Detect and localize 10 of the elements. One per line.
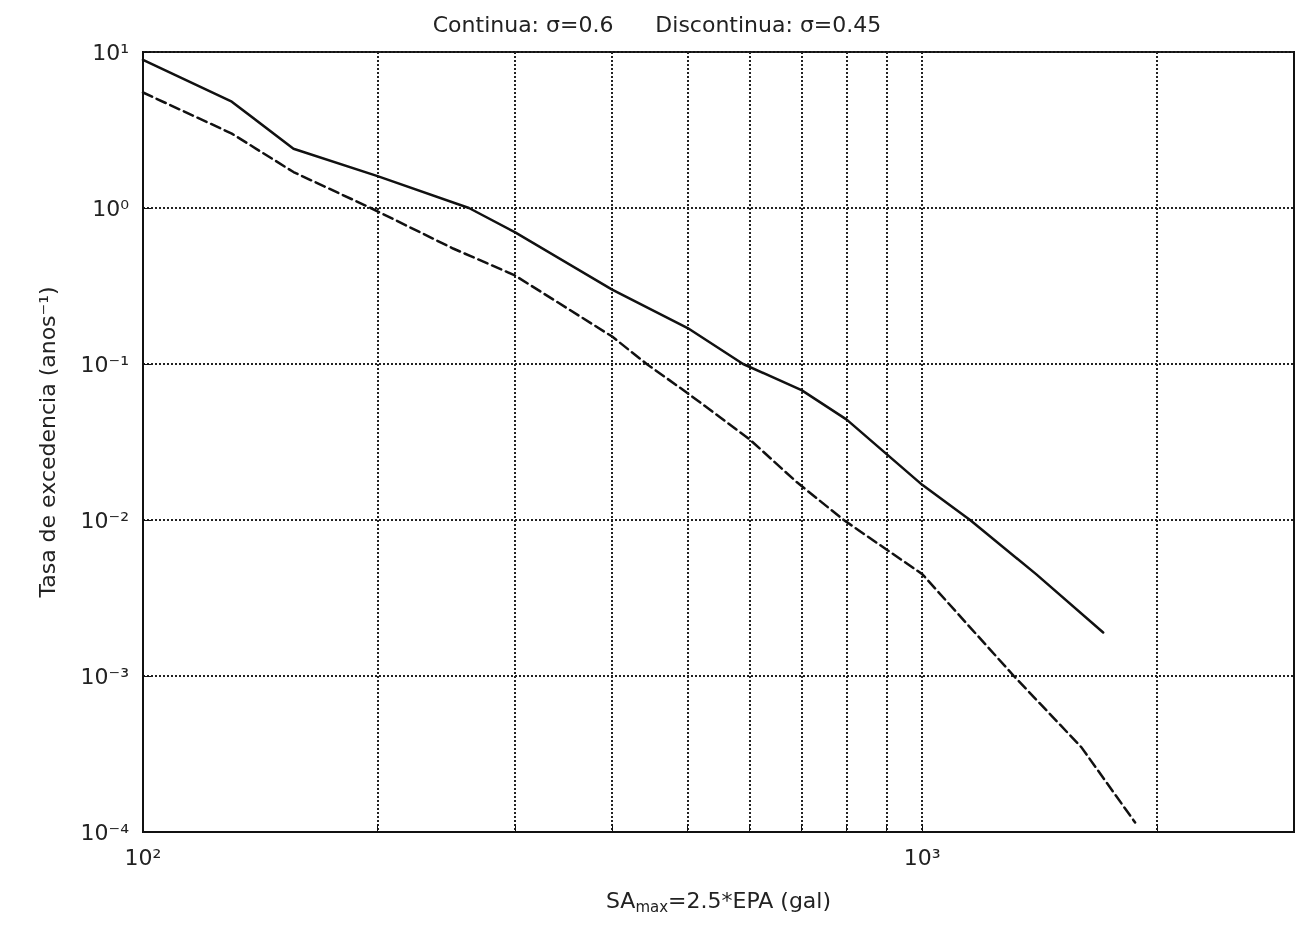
y-tick-label: 10¹ [92, 39, 129, 65]
y-tick-label: 10⁻³ [80, 663, 129, 689]
y-tick-label: 10⁻⁴ [80, 819, 130, 845]
y-tick-label: 10⁻¹ [80, 351, 129, 377]
y-tick-label: 10⁰ [92, 195, 130, 221]
y-axis-title: Tasa de excedencia (anos⁻¹) [34, 286, 60, 599]
x-tick-label: 10² [124, 844, 162, 870]
chart-title: Continua: σ=0.6 Discontinua: σ=0.45 [432, 11, 882, 37]
y-tick-label: 10⁻² [80, 507, 129, 533]
x-tick-label: 10³ [903, 844, 941, 870]
